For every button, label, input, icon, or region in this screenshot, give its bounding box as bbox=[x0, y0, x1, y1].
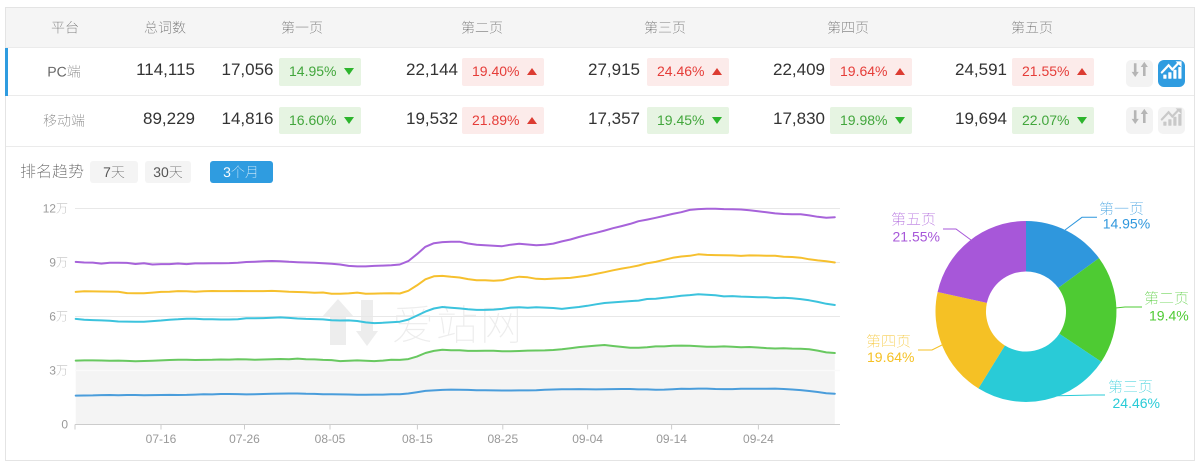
svg-text:19.64%: 19.64% bbox=[867, 349, 914, 365]
svg-text:09-14: 09-14 bbox=[656, 432, 687, 446]
svg-text:07-16: 07-16 bbox=[146, 432, 177, 446]
svg-text:09-24: 09-24 bbox=[743, 432, 774, 446]
svg-text:21.55%: 21.55% bbox=[893, 228, 940, 244]
svg-text:07-26: 07-26 bbox=[229, 432, 260, 446]
svg-text:08-25: 08-25 bbox=[487, 432, 518, 446]
svg-text:14.95%: 14.95% bbox=[1103, 216, 1150, 232]
svg-text:08-05: 08-05 bbox=[315, 432, 346, 446]
svg-text:08-15: 08-15 bbox=[402, 432, 433, 446]
svg-text:0: 0 bbox=[61, 418, 68, 432]
svg-text:24.46%: 24.46% bbox=[1113, 395, 1160, 411]
svg-text:19.4%: 19.4% bbox=[1149, 307, 1189, 323]
svg-text:09-04: 09-04 bbox=[572, 432, 603, 446]
